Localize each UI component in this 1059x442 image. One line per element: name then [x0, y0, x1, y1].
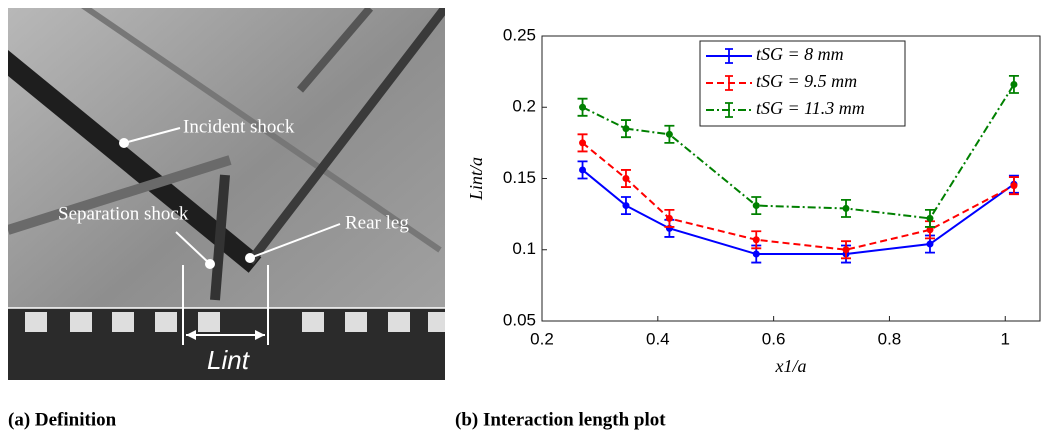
y-tick-label: 0.2	[512, 97, 536, 116]
legend-swatch	[725, 75, 733, 91]
caption: (b) Interaction length plot	[455, 409, 666, 430]
legend-label: tSG = 9.5 mm	[756, 71, 857, 91]
marker	[665, 130, 673, 138]
x-tick-label: 1	[1001, 329, 1010, 348]
annotation: Incident shock	[183, 116, 295, 137]
legend-label: tSG = 11.3 mm	[756, 98, 865, 118]
marker	[842, 246, 850, 254]
y-tick-label: 0.25	[503, 25, 536, 44]
marker	[926, 240, 934, 248]
marker	[842, 204, 850, 212]
x-tick-label: 0.2	[530, 329, 554, 348]
y-axis-label: Lint/a	[466, 157, 486, 201]
marker	[579, 139, 587, 147]
annotation: Separation shock	[58, 203, 189, 224]
marker	[622, 125, 630, 133]
marker	[752, 202, 760, 210]
marker	[579, 166, 587, 174]
marker	[752, 250, 760, 258]
marker	[665, 214, 673, 222]
series-line	[581, 142, 1015, 251]
marker	[622, 175, 630, 182]
marker	[752, 236, 760, 244]
series-line	[581, 169, 1015, 256]
x-axis-label: x1/a	[775, 356, 807, 376]
x-tick-label: 0.4	[646, 329, 670, 348]
legend-swatch	[725, 48, 733, 64]
y-tick-label: 0.1	[512, 239, 536, 258]
marker	[926, 214, 934, 222]
legend-label: tSG = 8 mm	[756, 44, 844, 64]
length-label: Lint	[207, 345, 251, 375]
x-tick-label: 0.8	[878, 329, 902, 348]
marker	[926, 226, 934, 234]
caption: (a) Definition	[8, 409, 117, 430]
schlieren-image: Incident shock Separation shock Rear leg…	[8, 8, 445, 380]
marker	[622, 202, 630, 210]
marker	[1010, 80, 1018, 88]
annotation: Rear leg	[345, 212, 409, 233]
marker	[1010, 182, 1018, 190]
y-tick-label: 0.05	[503, 310, 536, 329]
marker	[579, 103, 587, 111]
y-tick-label: 0.15	[503, 168, 536, 187]
legend-swatch	[725, 102, 733, 118]
x-tick-label: 0.6	[762, 329, 786, 348]
